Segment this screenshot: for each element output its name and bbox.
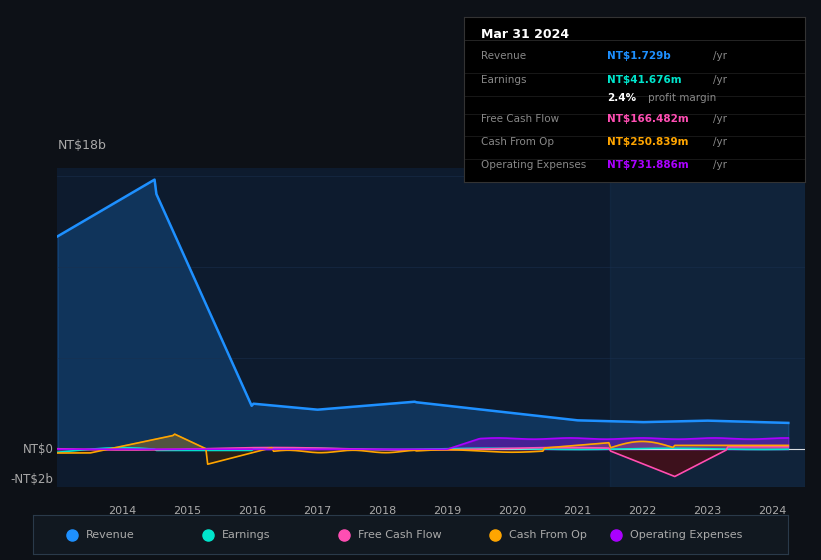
Text: 2.4%: 2.4% xyxy=(607,93,636,102)
Text: Free Cash Flow: Free Cash Flow xyxy=(358,530,441,540)
Text: -NT$2b: -NT$2b xyxy=(11,473,53,486)
Text: profit margin: profit margin xyxy=(648,93,716,102)
Text: NT$41.676m: NT$41.676m xyxy=(607,74,681,85)
Text: 2021: 2021 xyxy=(563,506,591,516)
Text: Operating Expenses: Operating Expenses xyxy=(481,161,586,170)
Text: 2015: 2015 xyxy=(173,506,201,516)
Text: NT$18b: NT$18b xyxy=(57,139,107,152)
Text: /yr: /yr xyxy=(713,52,727,62)
Text: 2014: 2014 xyxy=(108,506,136,516)
Text: Cash From Op: Cash From Op xyxy=(509,530,586,540)
Text: NT$1.729b: NT$1.729b xyxy=(607,52,671,62)
Text: NT$731.886m: NT$731.886m xyxy=(607,161,689,170)
Text: Earnings: Earnings xyxy=(481,74,526,85)
Text: /yr: /yr xyxy=(713,161,727,170)
Text: Earnings: Earnings xyxy=(222,530,270,540)
Text: 2018: 2018 xyxy=(368,506,397,516)
Text: /yr: /yr xyxy=(713,114,727,124)
Text: Revenue: Revenue xyxy=(481,52,526,62)
Text: /yr: /yr xyxy=(713,137,727,147)
Text: NT$166.482m: NT$166.482m xyxy=(607,114,689,124)
Text: /yr: /yr xyxy=(713,74,727,85)
Text: Free Cash Flow: Free Cash Flow xyxy=(481,114,559,124)
Text: 2024: 2024 xyxy=(758,506,787,516)
Text: 2023: 2023 xyxy=(693,506,722,516)
Text: Revenue: Revenue xyxy=(85,530,135,540)
Text: 2022: 2022 xyxy=(628,506,656,516)
Text: 2017: 2017 xyxy=(303,506,332,516)
Bar xyxy=(610,168,805,487)
Text: NT$250.839m: NT$250.839m xyxy=(607,137,689,147)
Text: 2016: 2016 xyxy=(238,506,267,516)
Text: 2019: 2019 xyxy=(433,506,461,516)
Text: Cash From Op: Cash From Op xyxy=(481,137,554,147)
Text: Mar 31 2024: Mar 31 2024 xyxy=(481,29,569,41)
Text: 2020: 2020 xyxy=(498,506,526,516)
Text: Operating Expenses: Operating Expenses xyxy=(630,530,742,540)
Text: NT$0: NT$0 xyxy=(23,443,53,456)
